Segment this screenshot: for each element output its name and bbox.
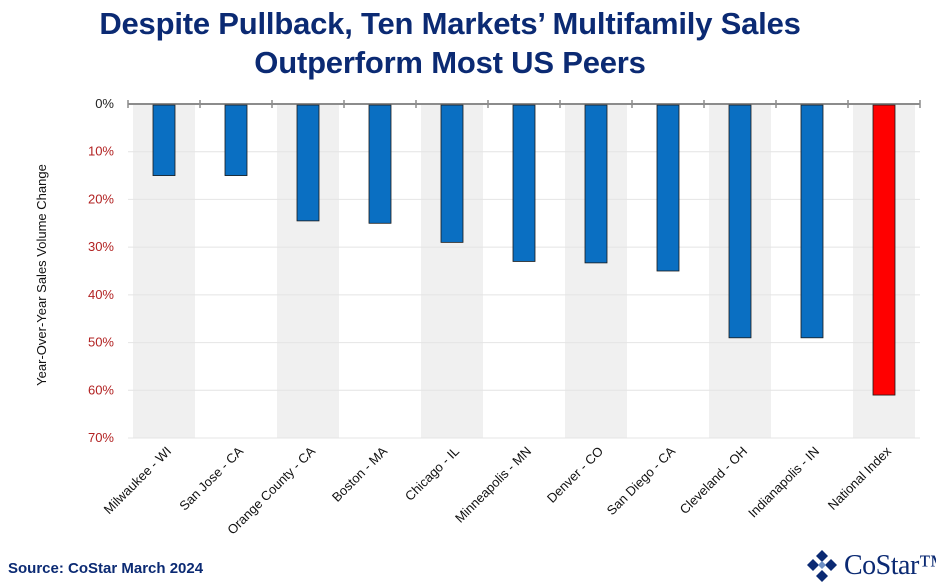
bar-6 — [512, 104, 536, 262]
y-tick-label: 20% — [88, 191, 114, 206]
x-tick-label: Minneapolis - MN — [452, 444, 534, 526]
x-tick-label: Boston - MA — [329, 443, 390, 504]
bar-4 — [368, 104, 392, 224]
bar-9 — [728, 104, 752, 339]
chart-title-line-1: Despite Pullback, Ten Markets’ Multifami… — [99, 6, 801, 41]
y-tick-label: 10% — [88, 144, 114, 159]
x-tick-label: Milwaukee - WI — [101, 444, 174, 517]
y-tick-label: 50% — [88, 335, 114, 350]
source-note: Source: CoStar March 2024 — [8, 560, 204, 577]
x-tick-label: San Diego - CA — [604, 443, 679, 518]
costar-logo-text: CoStar™ — [844, 550, 936, 581]
x-tick-label: Denver - CO — [544, 444, 606, 506]
x-tick-label: Chicago - IL — [402, 444, 462, 504]
costar-star-logo-icon — [807, 550, 837, 582]
x-tick-label: San Jose - CA — [176, 443, 246, 513]
bar-1 — [152, 104, 176, 176]
y-tick-label: 60% — [88, 382, 114, 397]
costar-logo: CoStar™ — [806, 548, 936, 584]
bar-8 — [656, 104, 680, 272]
y-tick-label: 0% — [95, 96, 114, 111]
x-tick-label: Indianapolis - IN — [745, 444, 822, 521]
bar-3 — [296, 104, 320, 222]
chart-title: Despite Pullback, Ten Markets’ Multifami… — [0, 4, 900, 82]
y-tick-label: 30% — [88, 239, 114, 254]
y-axis-label: Year-Over-Year Sales Volume Change — [34, 164, 49, 386]
bar-11 — [872, 104, 896, 396]
x-tick-label: Cleveland - OH — [677, 444, 750, 517]
chart-title-line-2: Outperform Most US Peers — [254, 45, 646, 80]
bar-10 — [800, 104, 824, 339]
y-tick-label: 40% — [88, 287, 114, 302]
bar-5 — [440, 104, 464, 243]
x-tick-label: National Index — [825, 443, 895, 513]
bar-7 — [584, 104, 608, 264]
bar-2 — [224, 104, 248, 176]
y-tick-label: 70% — [88, 430, 114, 445]
